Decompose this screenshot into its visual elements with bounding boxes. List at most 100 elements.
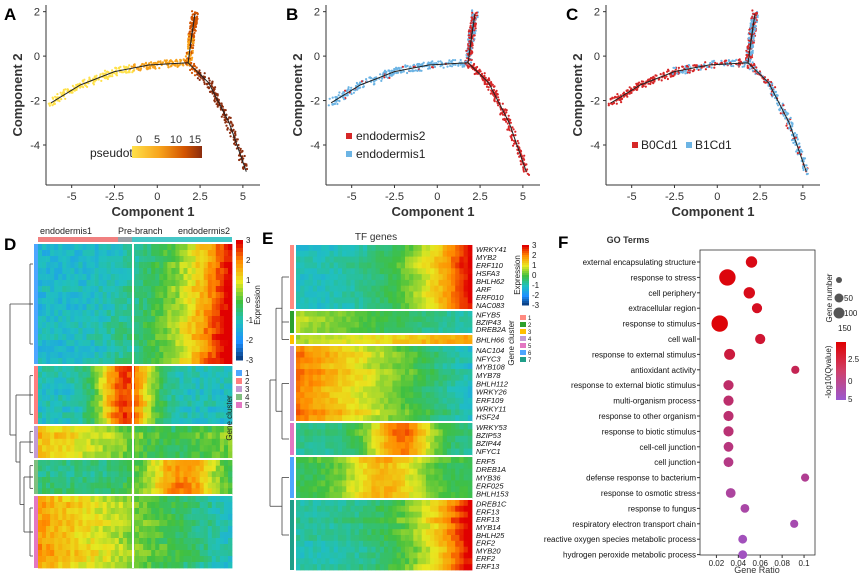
heatmap-cell [50, 556, 55, 563]
heatmap-cell [82, 322, 87, 329]
heatmap-cell [151, 432, 156, 440]
heatmap-cell [179, 371, 184, 378]
heatmap-cell [126, 340, 132, 347]
heatmap-cell [151, 286, 156, 293]
cell-point [48, 104, 51, 107]
heatmap-cell [82, 383, 87, 390]
heatmap-cell [163, 406, 168, 413]
heatmap-cell [90, 371, 95, 378]
heatmap-cell [98, 377, 103, 384]
heatmap-cell [223, 471, 229, 478]
heatmap-cell [211, 438, 217, 446]
heatmap-cell [42, 520, 47, 527]
heatmap-cell [98, 340, 103, 347]
heatmap-cell [98, 438, 103, 446]
cell-point [478, 68, 481, 71]
heatmap-cell [228, 556, 233, 563]
heatmap-cell [106, 262, 112, 269]
heatmap-cell [58, 438, 63, 446]
cell-point [344, 89, 347, 92]
cell-point [795, 133, 798, 136]
x-tick-label: 0 [714, 191, 720, 203]
cell-point [525, 163, 528, 166]
heatmap-cell [215, 383, 221, 390]
heatmap-cell [118, 477, 124, 484]
heatmap-cell [66, 556, 71, 563]
heatmap-cell [187, 502, 192, 509]
cell-point [89, 78, 92, 81]
heatmap-cell [110, 412, 116, 419]
heatmap-cell [215, 482, 221, 489]
heatmap-cell [86, 340, 91, 347]
colorbar-segment [236, 292, 243, 297]
heatmap-cell [163, 346, 168, 353]
heatmap-cell [42, 262, 47, 269]
heatmap-cell [114, 262, 120, 269]
heatmap-cell [159, 292, 164, 299]
heatmap-cell [106, 426, 112, 433]
cell-point [522, 168, 525, 172]
heatmap-cell [203, 556, 209, 563]
heatmap-cell [446, 256, 452, 263]
cell-point [496, 92, 499, 95]
state-bar-pre-branch [118, 237, 132, 242]
heatmap-cell [106, 451, 112, 459]
heatmap-cell [375, 250, 381, 257]
heatmap-cell [228, 346, 233, 353]
heatmap-cell [155, 298, 160, 305]
heatmap-cell [86, 316, 91, 323]
heatmap-cell [78, 406, 83, 413]
heatmap-cell [223, 328, 229, 335]
heatmap-cell [90, 310, 95, 317]
heatmap-cell [171, 496, 176, 503]
heatmap-cell [86, 538, 91, 545]
heatmap-cell [191, 488, 196, 495]
cell-point [188, 59, 191, 62]
heatmap-cell [98, 477, 103, 484]
heatmap-cell [126, 412, 132, 419]
heatmap-cell [78, 502, 83, 509]
heatmap-cell [167, 496, 172, 503]
heatmap-cell [118, 496, 124, 503]
heatmap-cell [183, 406, 188, 413]
heatmap-cell [135, 460, 140, 467]
cell-point [482, 79, 485, 82]
heatmap-cell [78, 544, 83, 551]
heatmap-cell [228, 268, 233, 275]
heatmap-cell [78, 532, 83, 539]
heatmap-cell [139, 322, 144, 329]
heatmap-cell [74, 477, 79, 484]
heatmap-cell [151, 400, 156, 407]
heatmap-cell [82, 298, 87, 305]
heatmap-cell [126, 418, 132, 425]
heatmap-cell [94, 451, 99, 459]
heatmap-cell [126, 280, 132, 287]
heatmap-cell [70, 389, 75, 396]
heatmap-cell [159, 250, 164, 257]
cell-point [662, 72, 665, 75]
heatmap-cell [155, 471, 160, 478]
cell-point [752, 41, 755, 44]
heatmap-cell [215, 412, 221, 419]
heatmap-cell [74, 328, 79, 335]
heatmap-cell [70, 298, 75, 305]
heatmap-cell [54, 438, 59, 446]
heatmap-cell [421, 256, 427, 263]
heatmap-cell [139, 366, 144, 373]
heatmap-cell [228, 451, 233, 459]
heatmap-cell [211, 477, 217, 484]
heatmap-cell [187, 244, 192, 251]
heatmap-cell [207, 383, 213, 390]
heatmap-cell [110, 395, 116, 402]
heatmap-cell [78, 471, 83, 478]
heatmap-cell [122, 550, 128, 557]
heatmap-cell [66, 532, 71, 539]
heatmap-cell [147, 268, 152, 275]
heatmap-cell [187, 316, 192, 323]
cell-point [520, 160, 523, 163]
heatmap-cell [179, 304, 184, 311]
heatmap-cell [82, 250, 87, 257]
heatmap-cell [82, 445, 87, 452]
heatmap-cell [155, 383, 160, 390]
heatmap-cell [215, 244, 221, 251]
